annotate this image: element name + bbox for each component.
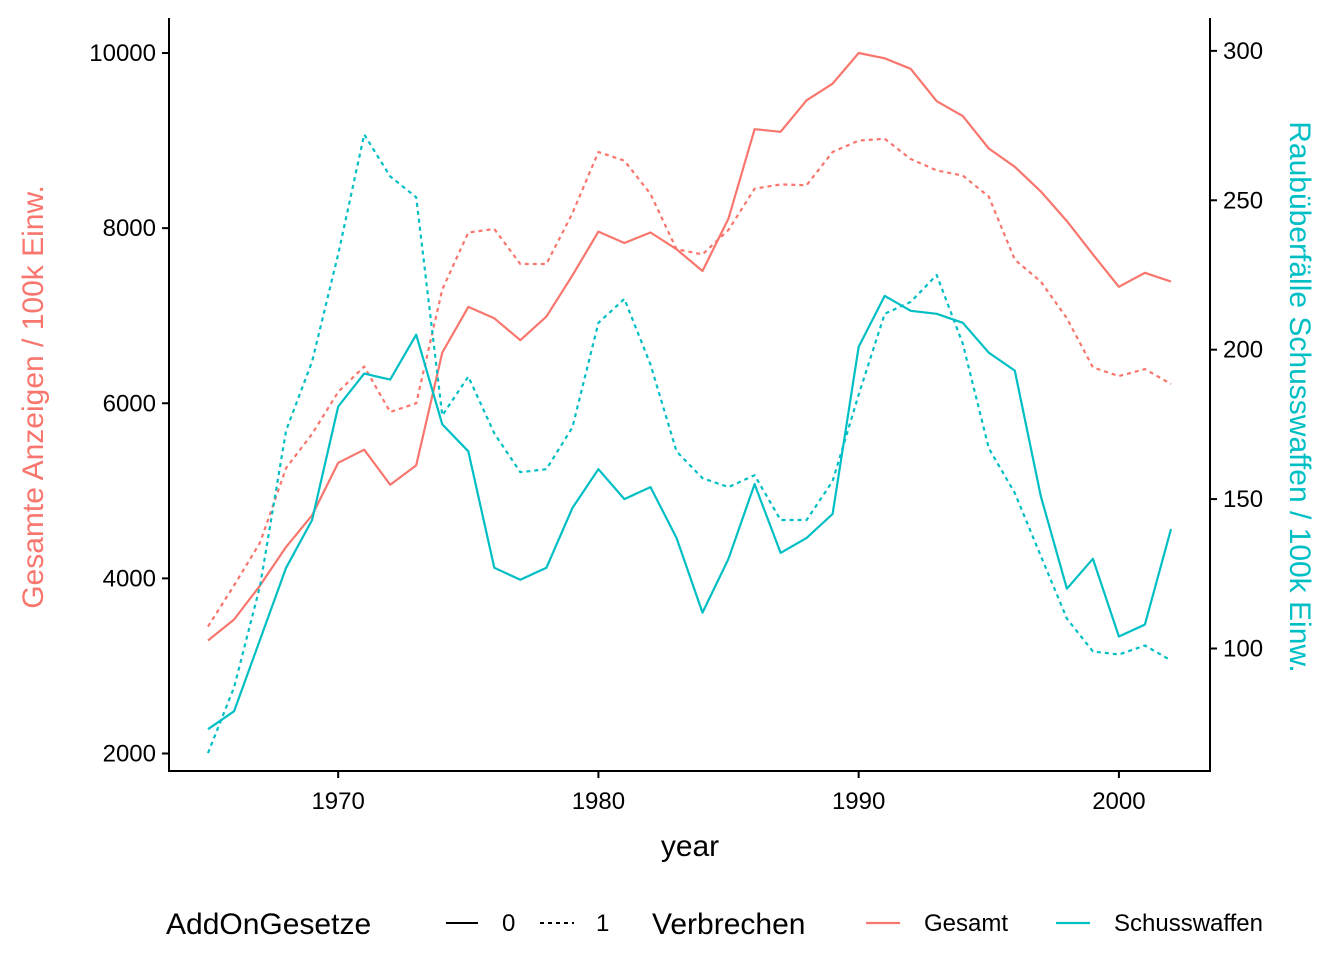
y-left-tick-label: 6000 [103, 390, 156, 417]
legend-color-title: Verbrechen [652, 908, 805, 941]
y-left-tick-label: 4000 [103, 565, 156, 592]
y-left-tick-label: 8000 [103, 215, 156, 242]
series-line-schusswaffen-1 [206, 133, 1172, 754]
series-line-gesamt-0 [207, 51, 1172, 642]
y-left-tick-label: 2000 [103, 740, 156, 767]
y-right-tick-label: 250 [1223, 187, 1263, 214]
y-right-tick-label: 100 [1223, 635, 1263, 662]
y-right-tick-label: 200 [1223, 337, 1263, 364]
x-axis-title: year [661, 830, 719, 863]
legend-label-0: 0 [502, 910, 515, 937]
data-lines [206, 51, 1173, 754]
legend-label-1: 1 [596, 910, 609, 937]
x-tick-label: 1990 [832, 788, 885, 815]
axes: 1970 1980 1990 2000 2000 4000 6000 8000 10000 100… [89, 18, 1263, 815]
x-tick-label: 1970 [311, 788, 364, 815]
x-tick-label: 2000 [1092, 788, 1145, 815]
y-left-tick-label: 10000 [89, 40, 156, 67]
legend-label-gesamt: Gesamt [924, 910, 1008, 937]
series-line-gesamt-1 [207, 137, 1172, 628]
y-axis-left-title: Gesamte Anzeigen / 100k Einw. [17, 185, 50, 609]
y-right-tick-label: 150 [1223, 486, 1263, 513]
y-right-tick-label: 300 [1223, 38, 1263, 65]
series-line-schusswaffen-0 [207, 294, 1173, 731]
legend-label-schusswaffen: Schusswaffen [1114, 910, 1263, 937]
legend: AddOnGesetze 0 1 Verbrechen Gesamt Schus… [166, 908, 1263, 941]
x-tick-label: 1980 [572, 788, 625, 815]
legend-linetype-title: AddOnGesetze [166, 908, 371, 941]
y-axis-right-title: Raubüberfälle Schusswaffen / 100k Einw. [1283, 121, 1316, 672]
